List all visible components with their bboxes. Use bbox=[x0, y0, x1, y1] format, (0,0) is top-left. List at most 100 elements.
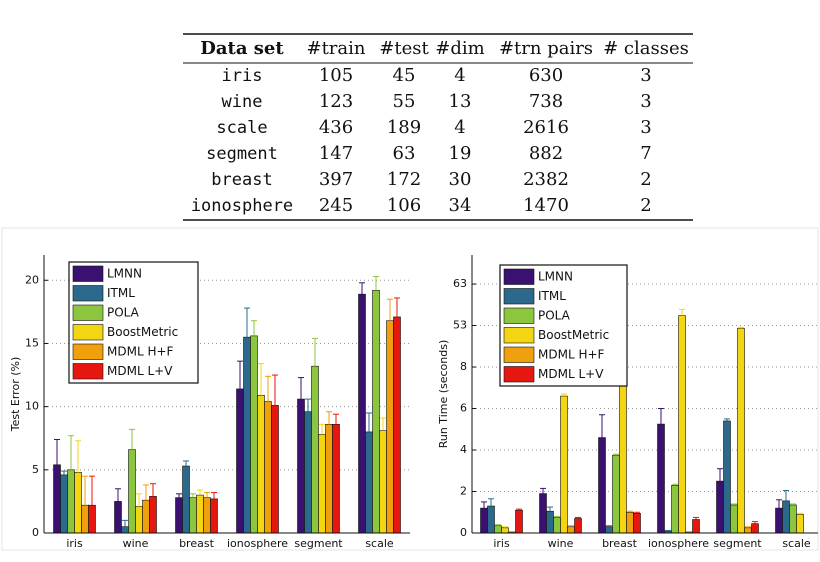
table-header: #trn pairs bbox=[499, 38, 593, 59]
table-cell: 882 bbox=[529, 143, 563, 164]
y-tick-label: 5 bbox=[32, 463, 39, 476]
bar bbox=[257, 394, 265, 534]
x-tick-label: wine bbox=[548, 537, 574, 550]
y-tick-label: 6 bbox=[460, 402, 467, 415]
legend-swatch bbox=[72, 304, 104, 321]
table-cell: 3 bbox=[640, 117, 651, 138]
table-cell: 630 bbox=[529, 65, 563, 86]
bar bbox=[142, 499, 150, 534]
bar bbox=[114, 501, 122, 534]
table-header: Data set bbox=[200, 38, 284, 59]
table-cell: 2616 bbox=[523, 117, 569, 138]
x-tick-label: iris bbox=[493, 537, 510, 550]
bar bbox=[692, 519, 700, 534]
y-tick-label: 0 bbox=[460, 526, 467, 539]
table-cell: 2 bbox=[640, 169, 651, 190]
x-tick-label: segment bbox=[713, 537, 762, 550]
figure-frame bbox=[1, 227, 819, 551]
bar bbox=[189, 497, 197, 534]
y-tick-label: 20 bbox=[25, 273, 39, 286]
table-cell: 3 bbox=[640, 65, 651, 86]
bar bbox=[723, 420, 731, 534]
legend-label: MDML H+F bbox=[107, 344, 174, 358]
legend-swatch bbox=[72, 363, 104, 380]
bar bbox=[182, 465, 190, 534]
bar bbox=[332, 424, 340, 534]
table-cell: 4 bbox=[454, 117, 465, 138]
bar bbox=[730, 504, 738, 534]
table-cell: 19 bbox=[449, 143, 472, 164]
bar bbox=[236, 388, 244, 534]
x-tick-label: segment bbox=[294, 537, 343, 550]
bar bbox=[775, 507, 783, 534]
bar bbox=[304, 411, 312, 534]
bar bbox=[546, 510, 554, 534]
bar bbox=[128, 449, 136, 534]
bar bbox=[372, 290, 380, 534]
legend-swatch bbox=[503, 288, 535, 305]
legend-label: MDML L+V bbox=[538, 367, 604, 381]
bar bbox=[196, 494, 204, 534]
table-cell: 34 bbox=[449, 195, 472, 216]
bar bbox=[560, 395, 568, 534]
bar bbox=[297, 398, 305, 534]
bar bbox=[74, 472, 82, 534]
bar bbox=[612, 454, 620, 534]
x-tick-label: wine bbox=[123, 537, 149, 550]
table-cell: 2 bbox=[640, 195, 651, 216]
legend-swatch bbox=[503, 307, 535, 324]
x-tick-label: breast bbox=[179, 537, 215, 550]
bar bbox=[782, 500, 790, 534]
bar bbox=[605, 526, 613, 534]
table-cell: 3 bbox=[640, 91, 651, 112]
bar bbox=[243, 336, 251, 534]
table-cell: breast bbox=[211, 170, 272, 190]
bar bbox=[671, 484, 679, 534]
x-tick-label: ionosphere bbox=[648, 537, 709, 550]
table-cell: 30 bbox=[449, 169, 472, 190]
table-header: # classes bbox=[603, 38, 689, 59]
bar bbox=[325, 424, 333, 534]
y-tick-label: 2 bbox=[460, 485, 467, 498]
table-cell: 436 bbox=[319, 117, 353, 138]
table-cell: 7 bbox=[640, 143, 651, 164]
legend-swatch bbox=[503, 366, 535, 383]
table-cell: 123 bbox=[319, 91, 353, 112]
bar bbox=[210, 498, 218, 534]
bar bbox=[567, 526, 575, 534]
bar bbox=[271, 405, 279, 534]
bar bbox=[121, 526, 129, 534]
table-cell: 4 bbox=[454, 65, 465, 86]
y-tick-label: 4 bbox=[460, 443, 467, 456]
y-tick-label: 63 bbox=[453, 277, 467, 290]
legend-label: ITML bbox=[107, 286, 135, 300]
bar bbox=[501, 527, 509, 534]
bar bbox=[88, 504, 96, 534]
table-cell: scale bbox=[216, 118, 267, 138]
table-cell: 189 bbox=[387, 117, 421, 138]
x-tick-label: iris bbox=[66, 537, 83, 550]
legend-swatch bbox=[503, 327, 535, 344]
bar bbox=[386, 320, 394, 534]
bar bbox=[379, 430, 387, 534]
y-axis-label: Test Error (%) bbox=[9, 357, 22, 433]
legend-label: BoostMetric bbox=[538, 328, 609, 342]
legend-swatch bbox=[503, 268, 535, 285]
legend-swatch bbox=[72, 324, 104, 341]
table-header: #dim bbox=[435, 38, 484, 59]
y-axis-label: Run Time (seconds) bbox=[437, 340, 450, 449]
table-header: #train bbox=[306, 38, 365, 59]
bar bbox=[318, 434, 326, 534]
bar bbox=[264, 401, 272, 534]
table-cell: 1470 bbox=[523, 195, 569, 216]
table-header: #test bbox=[379, 38, 429, 59]
bar bbox=[744, 527, 752, 534]
bar bbox=[480, 507, 488, 534]
bar bbox=[250, 335, 258, 534]
bar bbox=[716, 480, 724, 534]
bar bbox=[678, 315, 686, 534]
bar bbox=[657, 423, 665, 534]
legend-box bbox=[499, 264, 628, 387]
bar bbox=[487, 505, 495, 534]
